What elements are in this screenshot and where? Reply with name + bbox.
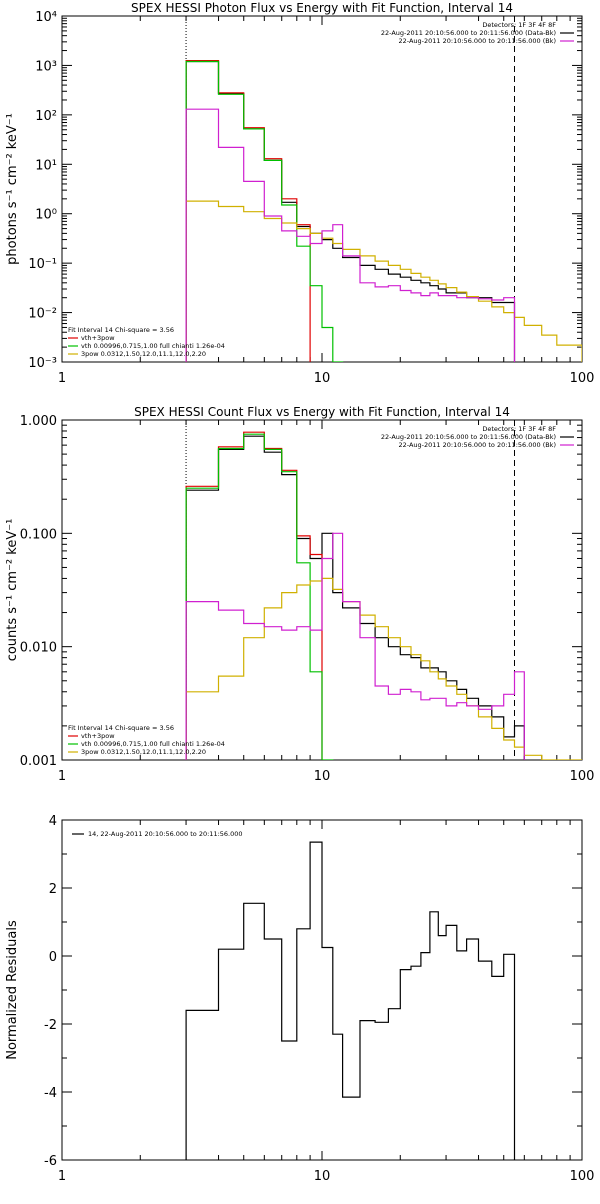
panel-2-ytick-label: 2 — [49, 882, 57, 897]
panel-0-xtick-label: 1 — [58, 371, 66, 386]
panel-1-series-3pow — [185, 577, 582, 760]
panel-1-ytick-label: 1.000 — [20, 414, 57, 429]
panel-0-series-vth — [185, 60, 344, 362]
panel-1-legend-tr-item: Detectors: 1F 3F 4F 8F — [482, 425, 556, 433]
panel-1-xtick-label: 1 — [58, 769, 66, 784]
panel-2-ytick-label: -6 — [44, 1154, 57, 1169]
panel-0-legend-tr-item: 22-Aug-2011 20:10:56.000 to 20:11:56.000… — [399, 37, 556, 45]
panel-0-series-data — [185, 60, 516, 362]
panel-1-ytick-label: 0.100 — [20, 527, 57, 542]
panel-2-xtick-label: 10 — [314, 1169, 331, 1184]
panel-1-legend-bl-item: 3pow 0.0312,1.50,12.0,11.1,12.0,2.20 — [81, 748, 206, 756]
panel-0-series-line-data — [185, 60, 516, 362]
panel-0-series-3pow — [185, 200, 582, 362]
panel-2-ylabel: Normalized Residuals — [5, 920, 20, 1060]
panel-0-ytick-label: 10¹ — [35, 158, 57, 173]
panel-1-ytick-label: 0.001 — [20, 754, 57, 769]
panel-0-series-line-3pow — [185, 200, 582, 362]
panel-2-xtick-label: 1 — [58, 1169, 66, 1184]
panel-1-series-background — [185, 532, 525, 760]
panel-2-ytick-label: -4 — [44, 1086, 57, 1101]
panel-1-series-vth+3pow — [185, 431, 323, 760]
panel-1-ytick-label: 0.010 — [20, 641, 57, 656]
panel-2-ytick-label: 4 — [49, 814, 57, 829]
panel-1-series-line-vth+3pow — [185, 431, 323, 760]
panel-0-title: SPEX HESSI Photon Flux vs Energy with Fi… — [131, 1, 513, 15]
panel-0-legend-tr-item: 22-Aug-2011 20:10:56.000 to 20:11:56.000… — [381, 29, 556, 37]
panel-0-xtick-label: 10 — [314, 371, 331, 386]
panel-1-series-line-vth — [185, 433, 334, 760]
panel-0-series-line-background — [185, 108, 516, 362]
panel-1-series-line-data — [185, 435, 525, 760]
panel-0-legend-bl-item: 3pow 0.0312,1.50,12.0,11.1,12.0,2.20 — [81, 350, 206, 358]
panel-1-xtick-label: 100 — [570, 769, 595, 784]
panel-1-title: SPEX HESSI Count Flux vs Energy with Fit… — [134, 405, 510, 419]
panel-0-ytick-label: 10² — [35, 109, 57, 124]
panel-0-ytick-label: 10⁻³ — [28, 356, 57, 371]
panel-1-legend-bl-header: Fit Interval 14 Chi-square = 3.56 — [68, 724, 174, 732]
panel-0-ytick-label: 10³ — [35, 59, 57, 74]
panel-1-ylabel: counts s⁻¹ cm⁻² keV⁻¹ — [5, 519, 20, 662]
panel-1-xtick-label: 10 — [314, 769, 331, 784]
panel-1-series-vth — [185, 433, 334, 760]
panel-0-legend-bl-item: vth 0.00996,0.715,1.00 full chianti 1.26… — [81, 342, 225, 350]
panel-0-legend-bl-item: vth+3pow — [81, 334, 115, 342]
panel-1-legend-bl-item: vth+3pow — [81, 732, 115, 740]
panel-2-series-residuals — [185, 841, 516, 1160]
panel-2-ytick-label: -2 — [44, 1018, 57, 1033]
panel-1-series-data — [185, 435, 525, 760]
panel-0-legend-tr-item: Detectors: 1F 3F 4F 8F — [482, 21, 556, 29]
panel-2-legend-tl-item: 14, 22-Aug-2011 20:10:56.000 to 20:11:56… — [88, 830, 243, 838]
panel-1-legend-bl-item: vth 0.00996,0.715,1.00 full chianti 1.26… — [81, 740, 225, 748]
panel-0-legend-bl-header: Fit Interval 14 Chi-square = 3.56 — [68, 326, 174, 334]
panel-2-ytick-label: 0 — [49, 950, 57, 965]
panel-0-ytick-label: 10⁻² — [28, 307, 57, 322]
panel-0-ytick-label: 10⁰ — [35, 208, 57, 223]
panel-0-series-line-vth — [185, 60, 344, 362]
panel-0-ytick-label: 10⁴ — [35, 10, 57, 25]
panel-0-xtick-label: 100 — [570, 371, 595, 386]
panel-0-ytick-label: 10⁻¹ — [28, 257, 57, 272]
panel-1-series-line-3pow — [185, 577, 582, 760]
panel-0-series-background — [185, 108, 516, 362]
panel-0-ylabel: photons s⁻¹ cm⁻² keV⁻¹ — [5, 113, 20, 265]
panel-1-legend-tr-item: 22-Aug-2011 20:10:56.000 to 20:11:56.000… — [381, 433, 556, 441]
panel-2-xtick-label: 100 — [570, 1169, 595, 1184]
panel-1-series-line-background — [185, 532, 525, 760]
panel-1-legend-tr-item: 22-Aug-2011 20:10:56.000 to 20:11:56.000… — [399, 441, 556, 449]
panel-2-series-line-residuals — [185, 841, 516, 1160]
